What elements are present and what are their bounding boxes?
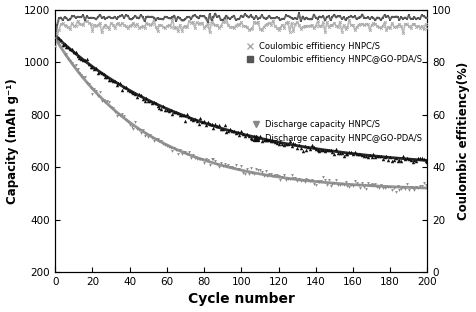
Y-axis label: Coulombic effitiency(%): Coulombic effitiency(%)	[457, 62, 470, 220]
Y-axis label: Capacity (mAh g⁻¹): Capacity (mAh g⁻¹)	[6, 78, 19, 204]
Legend: Discharge capacity HNPC/S, Discharge capacity HNPC@GO-PDA/S: Discharge capacity HNPC/S, Discharge cap…	[249, 119, 423, 144]
X-axis label: Cycle number: Cycle number	[188, 292, 295, 306]
